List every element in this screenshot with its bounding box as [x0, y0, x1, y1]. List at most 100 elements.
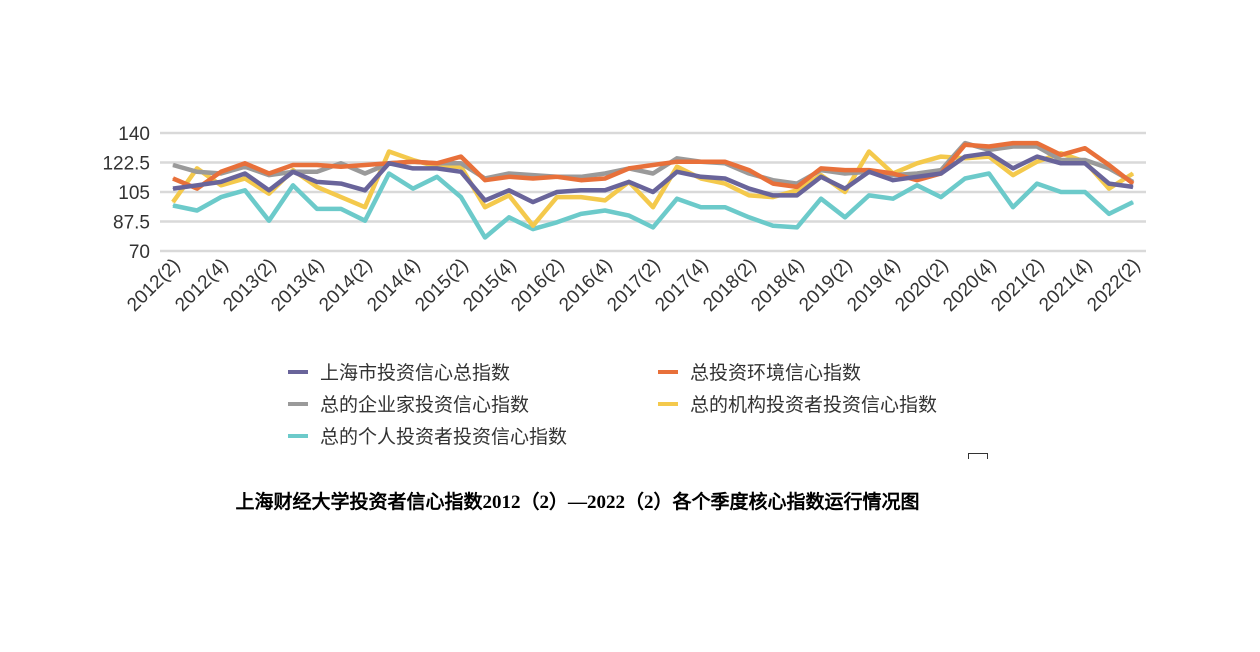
x-tick-label: 2019(4)	[843, 255, 904, 316]
x-tick-label: 2012(2)	[123, 255, 184, 316]
data-point	[412, 161, 414, 163]
data-point	[844, 188, 846, 190]
data-point	[436, 162, 438, 164]
data-point	[1084, 159, 1086, 161]
data-point	[916, 184, 918, 186]
data-point	[316, 171, 318, 173]
data-point	[916, 162, 918, 164]
y-tick-label: 70	[129, 242, 150, 263]
data-point	[364, 189, 366, 191]
data-point	[796, 189, 798, 191]
data-point	[1132, 183, 1134, 185]
data-point	[412, 188, 414, 190]
data-point	[892, 173, 894, 174]
legend-swatch	[658, 369, 678, 374]
data-point	[652, 191, 654, 193]
data-point	[316, 186, 318, 188]
data-point	[508, 173, 510, 174]
data-point	[676, 161, 678, 163]
x-tick-label: 2016(4)	[555, 255, 616, 316]
data-point	[772, 225, 774, 227]
data-point	[844, 216, 846, 218]
data-point	[340, 166, 342, 168]
series-lines	[171, 140, 1135, 240]
data-point	[244, 178, 246, 179]
x-tick-label: 2016(2)	[507, 255, 568, 316]
data-point	[196, 210, 198, 211]
data-point	[316, 164, 318, 166]
chart-caption: 上海财经大学投资者信心指数2012（2）—2022（2）各个季度核心指数运行情况…	[235, 492, 920, 513]
legend-item-institutional: 总的机构投资者投资信心指数	[658, 390, 937, 417]
data-point	[652, 173, 654, 174]
data-point	[868, 194, 870, 196]
data-point	[1108, 213, 1110, 215]
y-tick-label: 105	[118, 183, 150, 204]
data-point	[748, 173, 750, 174]
data-point	[364, 220, 366, 222]
x-tick-label: 2020(2)	[891, 255, 952, 316]
x-tick-label: 2021(2)	[987, 255, 1048, 316]
data-point	[748, 169, 750, 171]
data-point	[916, 179, 918, 181]
x-axis-ticks: 2012(2)2012(4)2013(2)2013(4)2014(2)2014(…	[123, 255, 1144, 316]
data-point	[532, 225, 534, 227]
data-point	[1108, 167, 1110, 169]
data-point	[700, 176, 702, 178]
data-point	[388, 173, 390, 174]
x-tick-label: 2017(4)	[651, 255, 712, 316]
data-point	[580, 179, 582, 181]
data-point	[244, 166, 246, 168]
data-point	[1084, 191, 1086, 193]
data-point	[988, 173, 990, 174]
data-point	[1132, 201, 1134, 203]
data-point	[412, 167, 414, 169]
data-point	[460, 156, 462, 158]
data-point	[724, 206, 726, 208]
legend-item-environment: 总投资环境信心指数	[658, 358, 861, 385]
data-point	[988, 152, 990, 154]
data-point	[292, 164, 294, 166]
data-point	[364, 206, 366, 208]
data-point	[1108, 188, 1110, 190]
data-point	[316, 181, 318, 183]
data-point	[1060, 191, 1062, 193]
legend-swatch	[288, 401, 308, 406]
data-point	[604, 189, 606, 191]
data-point	[796, 226, 798, 228]
legend-swatch	[288, 433, 308, 438]
data-point	[1132, 173, 1134, 174]
x-tick-label: 2019(2)	[795, 255, 856, 316]
y-axis-ticks: 140 122.5 105 87.5 70	[102, 124, 150, 263]
data-point	[940, 196, 942, 198]
legend-label: 总的机构投资者投资信心指数	[690, 395, 938, 416]
data-point	[700, 161, 702, 163]
data-point	[964, 178, 966, 179]
data-point	[340, 162, 342, 164]
data-point	[676, 157, 678, 159]
data-point	[1036, 161, 1038, 163]
data-point	[364, 173, 366, 174]
data-point	[1012, 146, 1014, 147]
data-point	[1012, 142, 1014, 144]
data-point	[724, 161, 726, 163]
data-point	[292, 171, 294, 173]
data-point	[964, 144, 966, 146]
data-point	[268, 220, 270, 222]
legend-label: 总投资环境信心指数	[690, 363, 862, 384]
data-point	[172, 178, 174, 179]
data-point	[220, 184, 222, 186]
data-point	[340, 196, 342, 198]
x-tick-label: 2018(4)	[747, 255, 808, 316]
data-point	[868, 171, 870, 173]
data-point	[1084, 147, 1086, 149]
data-point	[172, 205, 174, 206]
data-point	[292, 184, 294, 186]
data-point	[196, 188, 198, 190]
data-point	[796, 194, 798, 196]
data-point	[556, 196, 558, 198]
data-point	[196, 171, 198, 173]
data-point	[532, 178, 534, 179]
data-point	[676, 171, 678, 173]
data-point	[484, 199, 486, 201]
data-point	[316, 208, 318, 210]
